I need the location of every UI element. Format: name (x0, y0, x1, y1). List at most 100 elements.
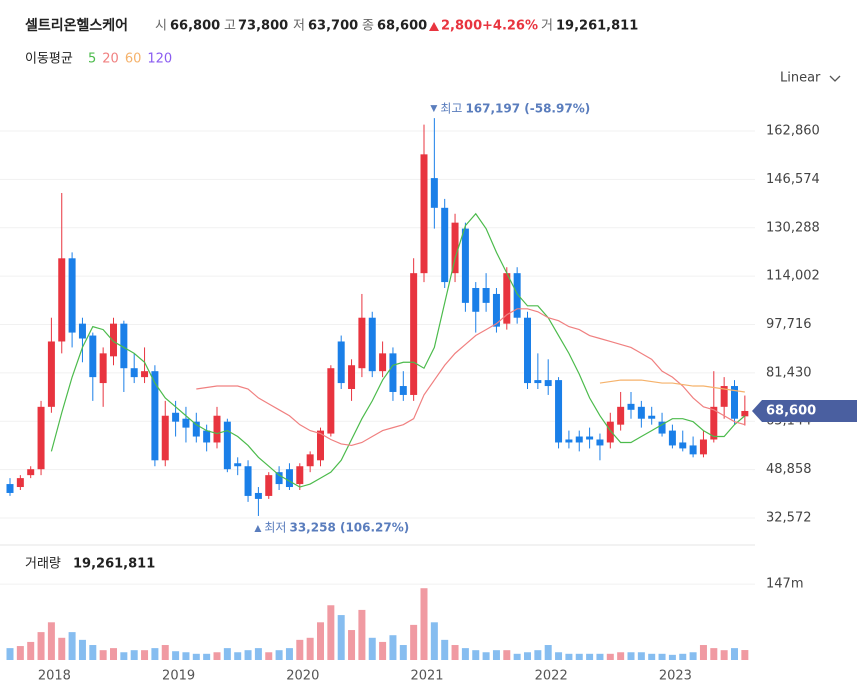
volume-bar (482, 652, 490, 660)
y-tick-label: 97,716 (766, 317, 812, 332)
candle-body (327, 368, 335, 434)
candle-body (348, 365, 356, 390)
volume-bar (544, 645, 552, 660)
candle-body (731, 386, 738, 419)
volume-bar (565, 653, 573, 660)
volume-bar (699, 645, 707, 660)
candle-body (648, 415, 656, 419)
volume-bar (47, 622, 55, 660)
scale-dropdown[interactable]: Linear (780, 71, 841, 86)
note-name: 최고 (440, 102, 462, 116)
candle-body (420, 154, 428, 274)
candle-body (555, 380, 563, 443)
candle-body (285, 469, 293, 488)
candle-body (586, 436, 594, 440)
volume-bar (575, 653, 583, 660)
volume-bar (182, 652, 190, 660)
candle-body (130, 368, 138, 378)
volume-bar (596, 653, 604, 660)
volume-bar (317, 622, 324, 660)
ma-legend: 120 (147, 52, 172, 67)
candle-body (379, 353, 387, 372)
chevron[interactable] (829, 75, 841, 82)
volume-bar (89, 645, 97, 660)
candle-body (192, 421, 200, 437)
volume-label: 거 (541, 19, 553, 34)
y-tick-label: 48,858 (766, 462, 812, 477)
candle-body (596, 439, 604, 446)
candle-body (244, 466, 252, 496)
note-name: 최저 (264, 520, 286, 534)
y-tick-label: 162,860 (766, 124, 820, 139)
volume-bar (430, 622, 438, 660)
candle-body (534, 380, 542, 384)
candle-body (254, 492, 262, 499)
volume-bar (68, 632, 76, 660)
candle-body (306, 454, 314, 467)
candle-body (617, 406, 625, 425)
note-value: 33,258 (106.27%) (289, 520, 409, 534)
volume-bar (275, 650, 283, 660)
close-label: 종 (362, 19, 374, 34)
stock-name: 셀트리온헬스케어 (25, 17, 128, 34)
ma-legend: 5 (88, 52, 96, 67)
candle-body (296, 466, 304, 485)
volume-bar (741, 650, 749, 660)
y-tick-label: 130,288 (766, 220, 820, 235)
volume-title: 거래량 (25, 557, 61, 572)
volume-bar (461, 648, 469, 660)
x-tick-label: 2022 (535, 669, 568, 684)
candle-body (265, 475, 273, 496)
candle-body (637, 406, 645, 419)
low-value: 63,700 (308, 19, 358, 34)
candle-body (37, 406, 45, 470)
scale-mode[interactable]: Linear (780, 71, 821, 86)
candle-body (575, 436, 583, 443)
volume-bar (37, 632, 45, 660)
volume-bar (689, 652, 697, 660)
ma-title: 이동평균 (25, 52, 73, 67)
volume-bar (192, 653, 200, 660)
low-label: 저 (293, 19, 305, 34)
candle-body (492, 293, 500, 327)
x-tick-label: 2018 (38, 669, 71, 684)
volume-bar (617, 652, 625, 660)
volume-bar (648, 653, 656, 660)
candle-body (317, 430, 324, 461)
volume-bar (161, 645, 169, 660)
candle-body (47, 341, 55, 407)
candle-body (389, 353, 397, 392)
volume-bar (399, 645, 407, 660)
volume-bar (389, 635, 397, 660)
volume-bar (337, 615, 345, 660)
note-arrow (254, 524, 262, 532)
volume-bar (16, 646, 24, 660)
volume-bar (285, 648, 293, 660)
candle-body (151, 371, 159, 461)
volume-bar (534, 650, 542, 660)
volume-total: 19,261,811 (73, 557, 155, 572)
volume-bar (172, 651, 180, 660)
note-arrow (430, 105, 438, 113)
volume-bar (710, 648, 718, 660)
volume-bar (420, 588, 428, 660)
volume-bar (627, 652, 635, 660)
volume-bar (668, 654, 676, 660)
volume-bar (492, 650, 500, 660)
high-value: 73,800 (238, 19, 288, 34)
volume-bar (451, 645, 459, 660)
ma-line (599, 379, 745, 393)
candle-body (337, 341, 345, 384)
candle-body (513, 273, 521, 318)
volume-bar (78, 639, 86, 660)
candle-body (16, 478, 24, 488)
candle-body (120, 323, 128, 369)
volume-bar (731, 648, 738, 660)
volume-bar (254, 648, 262, 660)
candle-body (461, 228, 469, 303)
x-tick-label: 2020 (286, 669, 319, 684)
volume-bar (503, 650, 511, 660)
price-tag-label: 68,600 (766, 403, 816, 418)
candle-body (234, 463, 242, 467)
